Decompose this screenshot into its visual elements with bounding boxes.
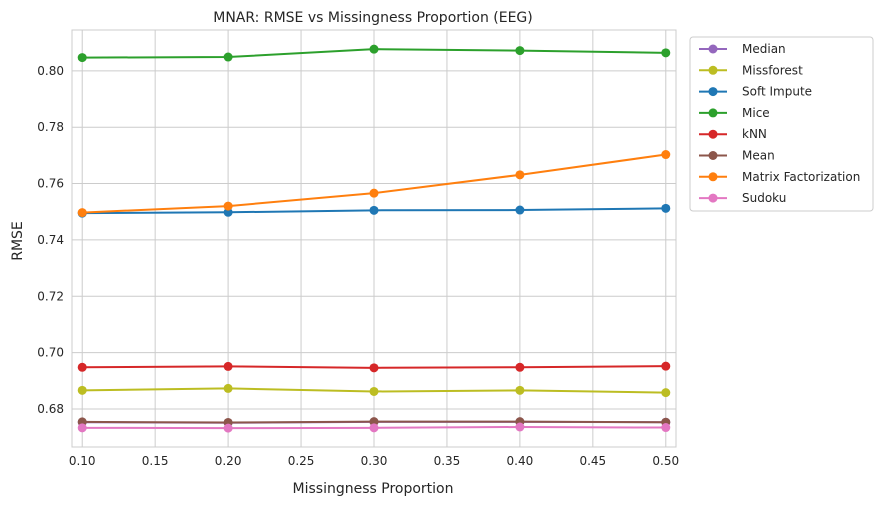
y-tick-label: 0.74: [37, 233, 64, 247]
data-point-missforest: [369, 386, 379, 396]
legend-marker-icon: [708, 87, 718, 97]
y-tick-label: 0.68: [37, 402, 64, 416]
data-point-mice: [515, 46, 525, 56]
data-point-soft-impute: [661, 203, 671, 213]
legend: Median Missforest Soft Impute Mice kNN Mean Ma…: [689, 36, 874, 212]
y-tick-label: 0.78: [37, 120, 64, 134]
legend-label: Sudoku: [742, 191, 786, 205]
data-point-sudoku: [77, 423, 87, 433]
legend-label: Median: [742, 42, 786, 56]
data-point-matrix-factorization: [515, 170, 525, 180]
x-tick-label: 0.40: [507, 454, 534, 468]
data-point-matrix-factorization: [77, 208, 87, 218]
series-missforest: [77, 383, 671, 398]
x-axis-title: Missingness Proportion: [293, 481, 454, 497]
legend-item: Median: [699, 42, 786, 56]
data-point-knn: [223, 361, 233, 371]
x-tick-label: 0.45: [579, 454, 606, 468]
y-axis-title: RMSE: [10, 221, 26, 261]
legend-label: Missforest: [742, 63, 803, 77]
x-tick-label: 0.30: [361, 454, 388, 468]
data-point-knn: [369, 363, 379, 373]
legend-item: Sudoku: [699, 191, 786, 205]
data-point-knn: [77, 362, 87, 372]
data-point-matrix-factorization: [369, 188, 379, 198]
legend-label: Matrix Factorization: [742, 170, 860, 184]
legend-frame: [689, 36, 874, 212]
legend-marker-icon: [708, 129, 718, 139]
data-point-missforest: [661, 388, 671, 398]
legend-marker-icon: [708, 44, 718, 54]
legend-marker-icon: [708, 65, 718, 75]
data-point-sudoku: [223, 423, 233, 433]
data-point-soft-impute: [369, 205, 379, 215]
legend-item: Matrix Factorization: [699, 170, 860, 184]
data-point-soft-impute: [515, 205, 525, 215]
x-tick-label: 0.25: [288, 454, 315, 468]
data-point-missforest: [515, 385, 525, 395]
data-point-missforest: [77, 385, 87, 395]
legend-marker-icon: [708, 172, 718, 182]
data-point-sudoku: [369, 423, 379, 433]
series-mice: [77, 44, 671, 63]
data-point-matrix-factorization: [223, 201, 233, 211]
legend-item: Mice: [699, 106, 770, 120]
data-point-sudoku: [515, 422, 525, 432]
data-point-matrix-factorization: [661, 150, 671, 160]
data-point-sudoku: [661, 423, 671, 433]
data-point-mice: [223, 52, 233, 62]
data-point-knn: [515, 362, 525, 372]
y-tick-label: 0.76: [37, 177, 64, 191]
series-knn: [77, 361, 671, 373]
plot-area: [71, 29, 677, 448]
series-matrix-factorization: [77, 150, 671, 218]
x-tick-label: 0.35: [434, 454, 461, 468]
legend-item: Soft Impute: [699, 85, 812, 99]
legend-marker-icon: [708, 193, 718, 203]
data-point-soft-impute: [223, 207, 233, 217]
legend-label: Mean: [742, 149, 775, 163]
x-tick-label: 0.20: [215, 454, 242, 468]
legend-item: kNN: [699, 127, 767, 141]
y-tick-label: 0.80: [37, 64, 64, 78]
y-tick-labels: 0.68 0.70 0.72 0.74 0.76 0.78 0.80: [37, 64, 64, 416]
legend-label: Mice: [742, 106, 770, 120]
series-sudoku: [77, 422, 671, 433]
grid: [72, 30, 676, 447]
x-tick-labels: 0.10 0.15 0.20 0.25 0.30 0.35 0.40 0.45 0.50: [69, 454, 679, 468]
legend-item: Mean: [699, 149, 775, 163]
legend-label: Soft Impute: [742, 85, 812, 99]
legend-item: Missforest: [699, 63, 803, 77]
legend-marker-icon: [708, 151, 718, 160]
y-tick-label: 0.72: [37, 289, 64, 303]
data-point-mean: [369, 417, 379, 427]
x-tick-label: 0.50: [652, 454, 679, 468]
data-point-mice: [369, 44, 379, 54]
series-lines: [77, 44, 671, 433]
chart-title: MNAR: RMSE vs Missingness Proportion (EE…: [213, 10, 533, 26]
data-point-missforest: [223, 383, 233, 393]
y-tick-label: 0.70: [37, 346, 64, 360]
data-point-mice: [77, 53, 87, 63]
data-point-mice: [661, 48, 671, 58]
x-tick-label: 0.15: [142, 454, 169, 468]
data-point-knn: [661, 361, 671, 371]
x-tick-label: 0.10: [69, 454, 96, 468]
legend-label: kNN: [742, 127, 767, 141]
legend-marker-icon: [708, 108, 718, 118]
